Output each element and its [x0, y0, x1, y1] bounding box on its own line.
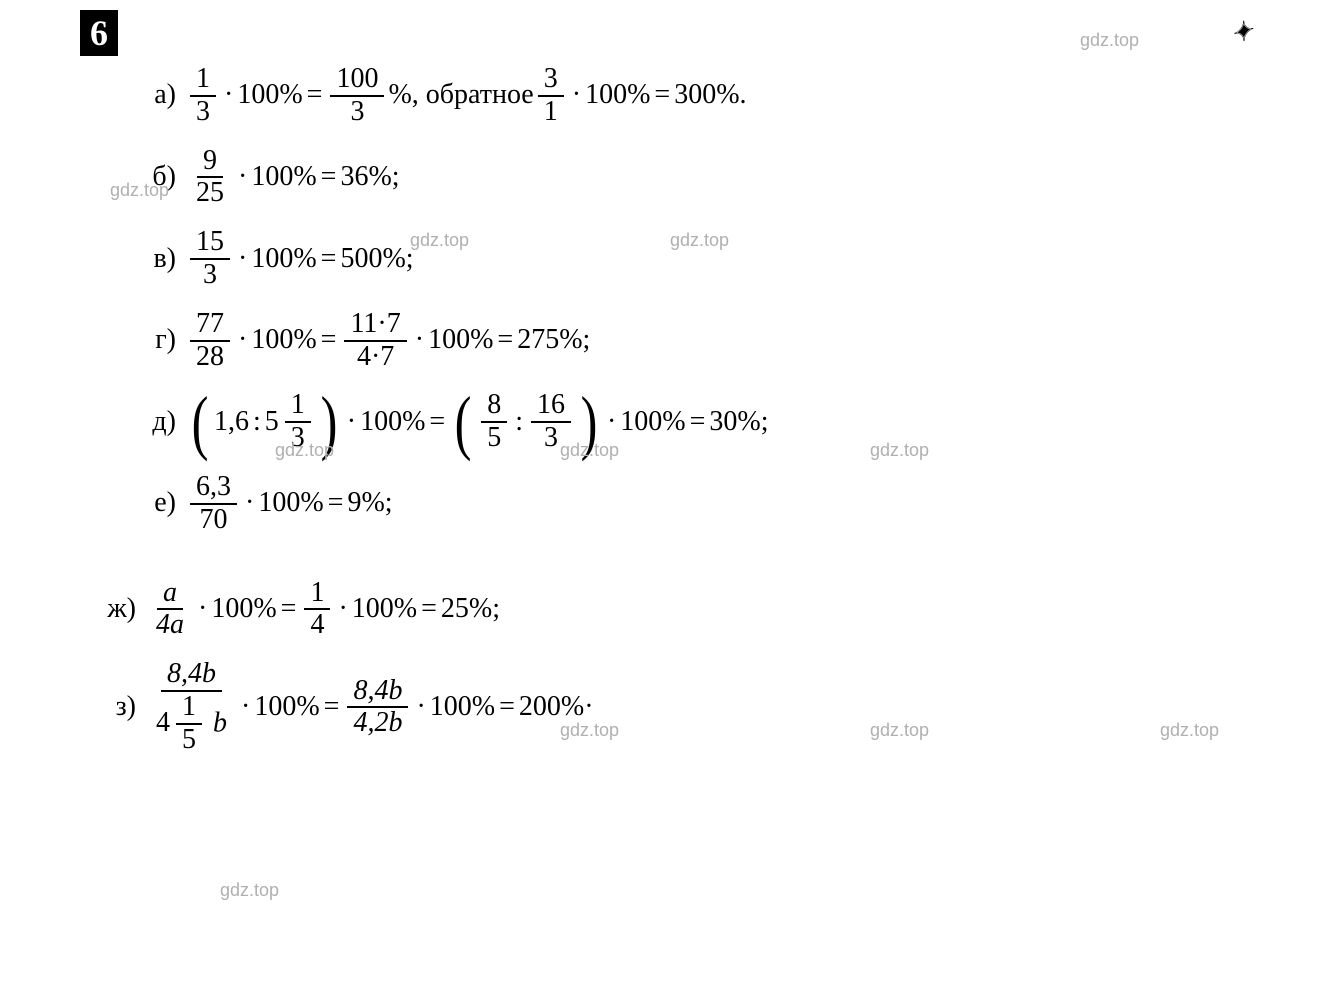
fraction: 15 3	[190, 227, 230, 291]
fraction: 1 4	[304, 578, 330, 642]
fraction: 8,4b 4 1 5 b	[150, 659, 233, 755]
label-b: б)	[140, 162, 176, 193]
line-v: в) 15 3 · 100% = 500% ;	[140, 227, 1268, 291]
fraction: 77 28	[190, 309, 230, 373]
ink-smudge: ✦	[1228, 16, 1257, 51]
label-e: е)	[140, 488, 176, 519]
label-g: г)	[140, 325, 176, 356]
right-paren-icon: )	[581, 401, 598, 444]
fraction: 16 3	[531, 390, 571, 454]
watermark: gdz.top	[220, 880, 279, 901]
label-v: в)	[140, 244, 176, 275]
mixed-number: 4 1 5	[156, 692, 206, 756]
fraction: 6,3 70	[190, 472, 237, 536]
fraction: a 4a	[150, 578, 190, 642]
line-d: д) ( 1,6 : 5 1 3 ) · 100% = ( 8 5 : 16 3…	[140, 390, 1268, 454]
right-paren-icon: )	[320, 401, 337, 444]
label-zh: ж)	[100, 594, 136, 625]
fraction: 9 25	[190, 146, 230, 210]
label-d: д)	[140, 407, 176, 438]
fraction: 8 5	[481, 390, 507, 454]
mixed-number: 5 1 3	[265, 390, 315, 454]
line-zh: ж) a 4a · 100% = 1 4 · 100% = 25% ;	[100, 578, 1268, 642]
line-a: а) 1 3 · 100% = 100 3 % , обратное 3 1 ·…	[140, 64, 1268, 128]
fraction: 3 1	[538, 64, 564, 128]
label-z: з)	[100, 692, 136, 723]
line-e: е) 6,3 70 · 100% = 9% ;	[140, 472, 1268, 536]
fraction: 100 3	[330, 64, 384, 128]
line-z: з) 8,4b 4 1 5 b · 100% = 8,4b 4,2b · 100…	[100, 659, 1268, 755]
fraction: 1 3	[190, 64, 216, 128]
label-a: а)	[140, 80, 176, 111]
problem-number-badge: 6	[80, 10, 118, 56]
left-paren-icon: (	[455, 401, 472, 444]
fraction: 8,4b 4,2b	[347, 676, 408, 740]
line-g: г) 77 28 · 100% = 11·7 4·7 · 100% = 275%…	[140, 309, 1268, 373]
math-solution-page: ✦ 6 а) 1 3 · 100% = 100 3 % , обратное 3…	[0, 0, 1328, 784]
fraction: 11·7 4·7	[344, 309, 406, 373]
left-paren-icon: (	[192, 401, 209, 444]
line-b: б) 9 25 · 100% = 36% ;	[140, 146, 1268, 210]
